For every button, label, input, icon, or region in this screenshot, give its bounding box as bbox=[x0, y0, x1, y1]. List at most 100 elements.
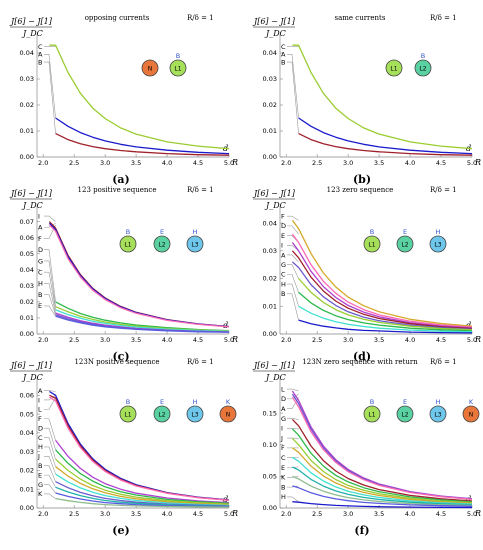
series-label-G: G bbox=[38, 481, 43, 489]
leader-line bbox=[44, 294, 56, 315]
series-label-C: C bbox=[38, 43, 43, 51]
y-axis-label: J[6] − J[1] J_DC bbox=[9, 361, 53, 382]
leader-line bbox=[287, 53, 299, 119]
series-label-B: B bbox=[281, 290, 285, 298]
leader-line bbox=[287, 496, 299, 502]
conductor-letter-E: E bbox=[160, 228, 164, 236]
leader-line bbox=[44, 215, 56, 222]
leader-line bbox=[44, 390, 56, 392]
series bbox=[49, 44, 230, 156]
y-tick-label: 0.00 bbox=[263, 504, 277, 512]
x-tick-label: 4.0 bbox=[405, 159, 415, 167]
conductor-label: L3 bbox=[191, 241, 198, 248]
x-tick-label: 4.0 bbox=[162, 159, 172, 167]
axes: 0.00 0.01 0.02 0.03 0.04 2.0 2.5 3.0 3.5 4.0 4.5 5.… bbox=[20, 34, 238, 167]
y-tick-label: 0.00 bbox=[263, 330, 277, 338]
chart-title: opposing currents bbox=[85, 14, 150, 22]
series-label-C: C bbox=[281, 454, 286, 462]
series-line-2 bbox=[291, 233, 473, 328]
y-tick-label: 0.00 bbox=[20, 153, 34, 161]
conductor-l2-icon bbox=[153, 235, 171, 253]
y-tick-label: 0.03 bbox=[20, 282, 34, 290]
series-label-A: A bbox=[38, 224, 43, 232]
panel-label: (e) bbox=[112, 524, 129, 537]
x-tick-label: 2.5 bbox=[69, 510, 79, 518]
y-tick-label: 0.01 bbox=[20, 127, 34, 135]
conductor-label: L3 bbox=[191, 411, 198, 418]
x-tick-label: 2.5 bbox=[69, 159, 79, 167]
series-label-E: E bbox=[281, 464, 285, 472]
series-label-C: C bbox=[38, 434, 43, 442]
y-tick-label: 0.03 bbox=[263, 247, 277, 255]
y-tick-label: 0.02 bbox=[263, 275, 277, 283]
x-tick-label: 2.0 bbox=[281, 159, 291, 167]
conductor-l1-icon bbox=[169, 59, 187, 77]
leader-line bbox=[44, 474, 56, 488]
leader-line bbox=[287, 283, 299, 307]
series-label-J: J bbox=[37, 453, 40, 461]
series-line-5 bbox=[291, 428, 473, 503]
x-tick-label: 4.5 bbox=[436, 159, 446, 167]
y-tick-label: 0.04 bbox=[263, 49, 277, 57]
conductor-diagram: N B L1 bbox=[141, 52, 187, 77]
leader-line bbox=[287, 254, 299, 263]
series-label-D: D bbox=[281, 222, 286, 230]
chart-title: same currents bbox=[335, 14, 386, 22]
panel-e: J[6] − J[1] J_DC 123N positive sequence R/δ… bbox=[9, 358, 238, 537]
series-line-3 bbox=[49, 396, 230, 501]
y-label-numerator: J[6] − J[1] bbox=[9, 189, 53, 198]
conductor-diagram: B L1 E L2 H L3 KN bbox=[119, 398, 237, 423]
chart-title: 123 zero sequence bbox=[327, 186, 394, 194]
series-line-1 bbox=[291, 219, 473, 327]
series-label-E: E bbox=[38, 471, 42, 479]
x-tick-label: 3.0 bbox=[343, 336, 353, 344]
y-tick-label: 0.02 bbox=[20, 298, 34, 306]
series-labels: CAB bbox=[38, 43, 56, 134]
series-label-L: L bbox=[38, 406, 42, 414]
conductor-letter-B: B bbox=[370, 228, 374, 236]
leader-line bbox=[44, 283, 56, 314]
conductor-label: L1 bbox=[390, 65, 397, 72]
leader-line bbox=[287, 466, 299, 468]
leader-line bbox=[44, 493, 56, 499]
series-line-12 bbox=[55, 497, 230, 508]
x-tick-label: 5.0 bbox=[467, 336, 477, 344]
y-axis-label: J[6] − J[1] J_DC bbox=[9, 189, 53, 210]
leader-line bbox=[287, 264, 299, 279]
x-label-R: R bbox=[474, 335, 481, 344]
chart-title: 123 positive sequence bbox=[78, 186, 157, 194]
leader-line bbox=[44, 249, 56, 302]
ratio-label: R/δ = 1 bbox=[430, 186, 457, 194]
x-tick-label: 2.5 bbox=[312, 510, 322, 518]
series-label-A: A bbox=[38, 51, 43, 59]
series-label-K: K bbox=[281, 474, 286, 482]
series-line-5 bbox=[291, 261, 473, 330]
conductor-l3-icon bbox=[186, 405, 204, 423]
x-tick-label: 5.0 bbox=[224, 510, 234, 518]
series-line-12 bbox=[292, 501, 473, 509]
panel-d: J[6] − J[1] J_DC 123 zero sequence R/δ = 1 0… bbox=[252, 186, 481, 363]
y-label-numerator: J[6] − J[1] bbox=[9, 17, 53, 26]
y-tick-label: 0.04 bbox=[20, 429, 34, 437]
y-tick-label: 0.03 bbox=[20, 75, 34, 83]
axes: 0.00 0.01 0.02 0.03 0.04 0.05 0.06 0.07 2.0 2.5 3.… bbox=[20, 206, 238, 344]
series-label-E: E bbox=[38, 302, 42, 310]
conductor-n-icon bbox=[462, 405, 480, 423]
series-label-C: C bbox=[38, 268, 43, 276]
x-tick-label: 4.0 bbox=[162, 510, 172, 518]
conductor-label: N bbox=[148, 65, 153, 72]
series-label-I: I bbox=[281, 242, 283, 250]
leader-line bbox=[44, 427, 56, 450]
panel-label: (d) bbox=[353, 350, 371, 363]
series-label-D: D bbox=[38, 246, 43, 254]
series-line-7 bbox=[55, 466, 230, 506]
conductor-label: L2 bbox=[401, 241, 408, 248]
series-line-4 bbox=[291, 418, 473, 502]
axes: 0.00 0.01 0.02 0.03 0.04 2.0 2.5 3.0 3.5 4.0 4.5 5.… bbox=[263, 34, 481, 167]
x-tick-label: 2.0 bbox=[38, 336, 48, 344]
x-tick-label: 3.5 bbox=[374, 159, 384, 167]
series-line-11 bbox=[292, 485, 473, 507]
leader-line bbox=[44, 260, 56, 307]
series-line-1 bbox=[48, 221, 230, 328]
